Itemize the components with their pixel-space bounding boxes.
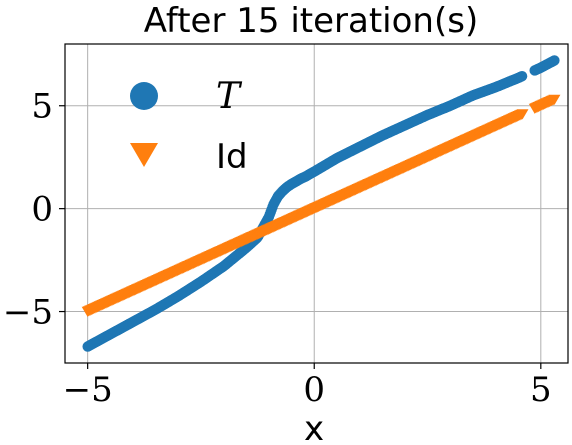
x-tick-label: 5 (530, 370, 552, 410)
point-t (549, 55, 560, 66)
legend-marker-t (130, 82, 158, 110)
point-id (548, 94, 561, 105)
legend-marker-id (130, 143, 158, 167)
point-id (516, 109, 529, 120)
x-axis-label: x (304, 409, 324, 445)
legend-label-t: T (216, 76, 243, 117)
y-tick-label: 0 (31, 190, 53, 230)
chart-title: After 15 iteration(s) (144, 1, 478, 41)
ticks: −5 0 5 −5 0 5 (3, 87, 552, 410)
series-id (81, 94, 561, 317)
x-tick-label: 0 (303, 370, 325, 410)
point-t (516, 70, 528, 82)
y-tick-label: 5 (31, 87, 53, 127)
legend-label-id: Id (216, 137, 248, 177)
y-tick-label: −5 (3, 293, 53, 333)
legend: T Id (130, 76, 248, 177)
plot-frame (64, 43, 569, 364)
x-tick-label: −5 (63, 370, 113, 410)
series-t (82, 55, 560, 352)
